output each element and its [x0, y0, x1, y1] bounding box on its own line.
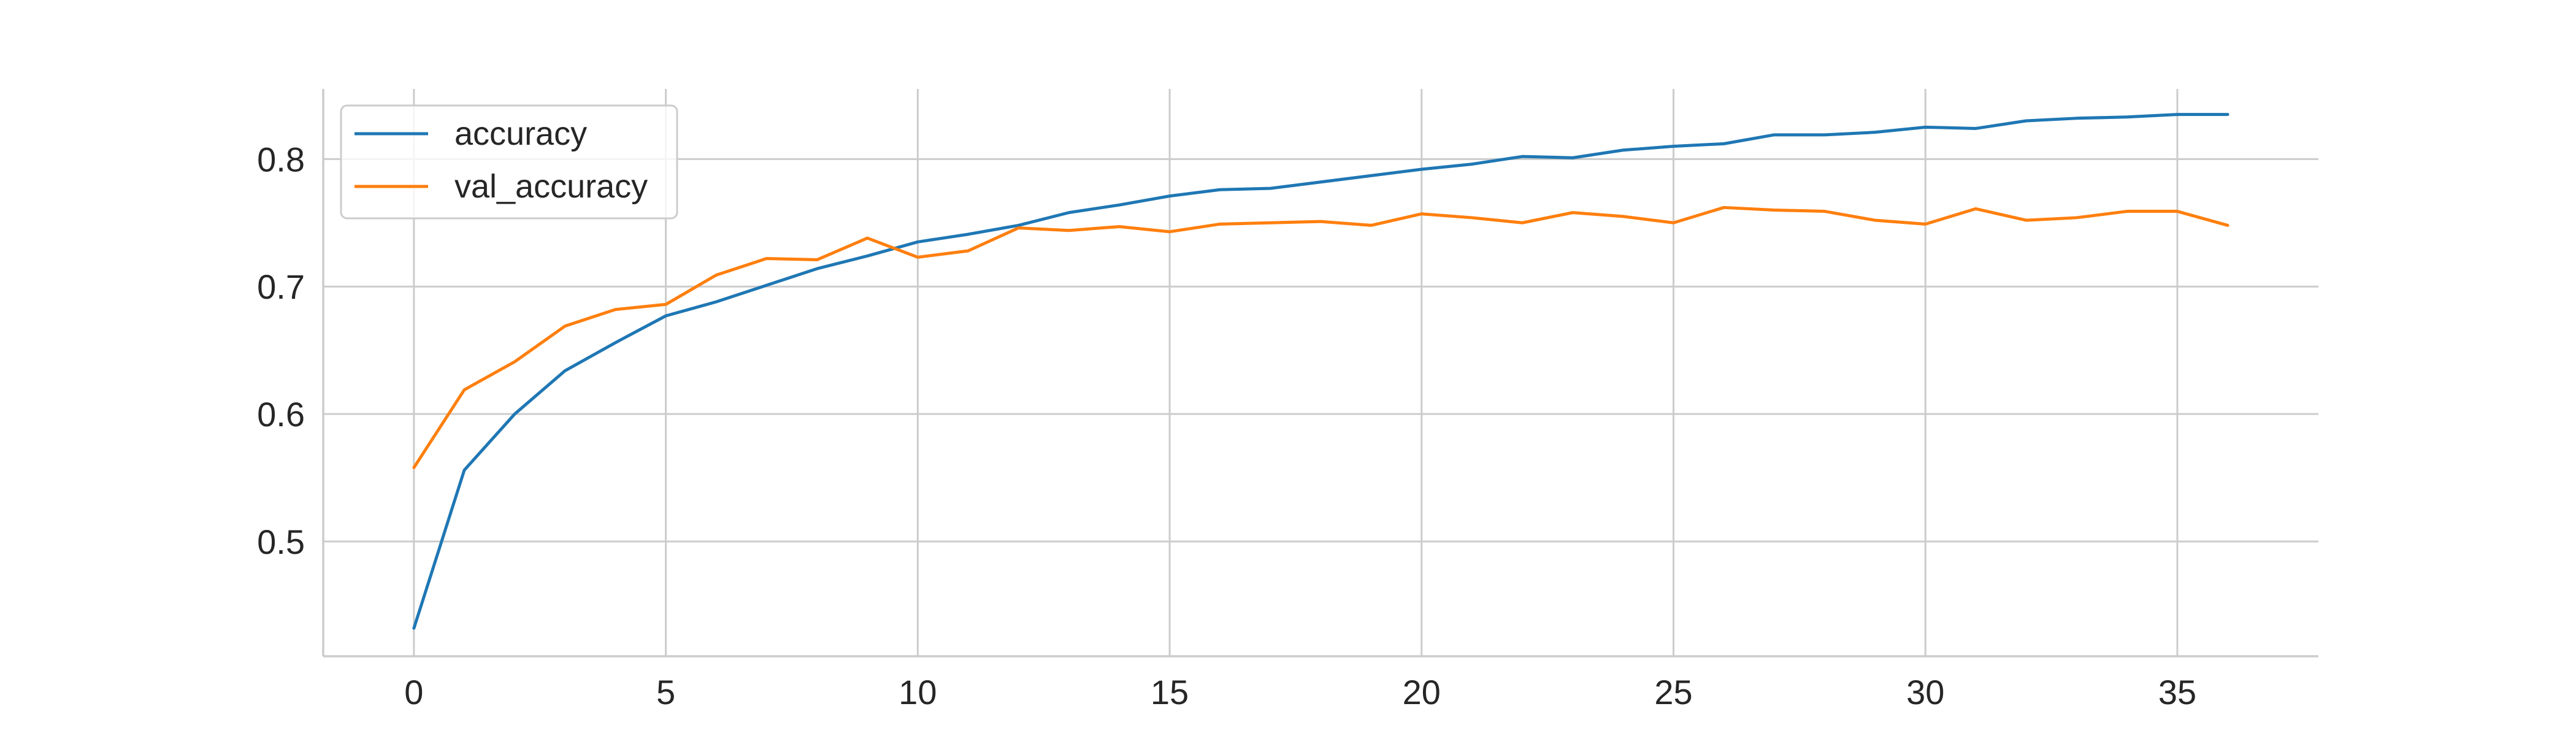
series-line-val-accuracy: [412, 205, 2229, 469]
y-tick-label-2: 0.7: [257, 267, 305, 306]
legend-label-accuracy: accuracy: [454, 115, 587, 152]
series-group: [412, 113, 2229, 630]
y-tick-labels: 0.5 0.6 0.7 0.8: [257, 140, 305, 561]
x-tick-label-3: 15: [1151, 673, 1189, 711]
x-tick-label-7: 35: [2158, 673, 2196, 711]
x-tick-label-4: 20: [1403, 673, 1441, 711]
x-tick-labels: 0 5 10 15 20 25 30 35: [404, 673, 2196, 711]
y-tick-label-1: 0.6: [257, 395, 305, 434]
x-tick-label-2: 10: [899, 673, 937, 711]
x-tick-label-0: 0: [404, 673, 423, 711]
y-tick-label-0: 0.5: [257, 523, 305, 561]
x-tick-label-5: 25: [1654, 673, 1692, 711]
x-tick-label-1: 5: [656, 673, 675, 711]
y-tick-label-3: 0.8: [257, 140, 305, 178]
legend-label-val-accuracy: val_accuracy: [454, 168, 648, 205]
series-line-accuracy: [412, 113, 2229, 630]
legend: accuracy val_accuracy: [340, 104, 678, 220]
x-grid-lines: [413, 89, 2179, 656]
x-tick-label-6: 30: [1906, 673, 1944, 711]
